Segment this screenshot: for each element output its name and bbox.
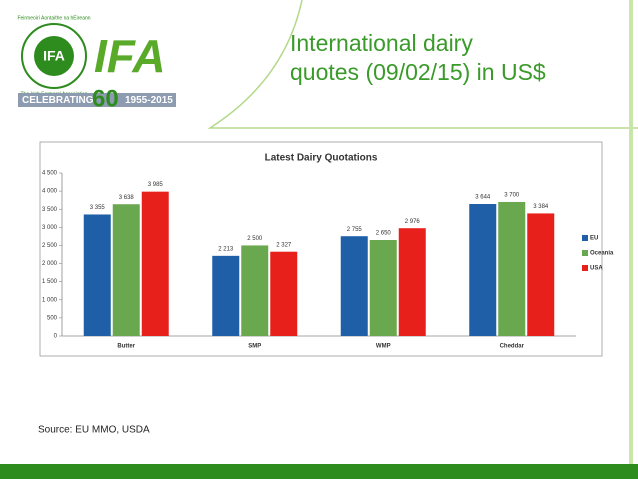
x-tick-label: Cheddar	[500, 344, 525, 350]
value-label: 2 650	[376, 231, 392, 237]
logo-emblem	[34, 36, 74, 76]
bar	[241, 245, 269, 336]
slide-title-line: quotes (09/02/15) in US$	[290, 59, 546, 85]
x-tick-label: Butter	[117, 344, 135, 350]
value-label: 3 355	[90, 205, 106, 211]
bar	[369, 240, 397, 336]
value-label: 2 500	[247, 236, 263, 242]
logo-anniversary: 60	[92, 85, 119, 112]
value-label: 3 644	[475, 195, 491, 201]
y-tick-label: 3 000	[42, 225, 58, 231]
bar	[141, 191, 169, 336]
y-tick-label: 1 500	[42, 279, 58, 285]
legend-swatch	[582, 235, 588, 241]
value-label: 2 755	[347, 227, 363, 233]
legend-label: USA	[590, 266, 603, 272]
decor-curve	[207, 0, 638, 129]
value-label: 3 985	[148, 182, 164, 188]
logo-band	[18, 93, 176, 107]
bar	[270, 251, 298, 336]
y-tick-label: 4 000	[42, 189, 58, 195]
slide-title-line: International dairy	[290, 30, 473, 56]
x-tick-label: WMP	[376, 344, 391, 350]
bar	[398, 228, 426, 336]
bar	[212, 255, 240, 336]
legend-label: Oceania	[590, 251, 614, 257]
logo-years: 1955-2015	[125, 95, 173, 106]
logo: IFA Feirmeoirí Aontaithe na hÉireann The…	[17, 14, 176, 112]
x-tick-label: SMP	[248, 344, 261, 350]
value-label: 3 638	[119, 195, 135, 201]
y-tick-label: 2 000	[42, 261, 58, 267]
legend-swatch	[582, 265, 588, 271]
y-tick-label: 500	[47, 315, 58, 321]
bar	[112, 204, 140, 336]
value-label: 3 700	[504, 193, 520, 199]
y-tick-label: 0	[54, 334, 58, 340]
logo-celebrating: CELEBRATING	[22, 95, 94, 106]
legend-swatch	[582, 250, 588, 256]
logo-irish-name: Feirmeoirí Aontaithe na hÉireann	[17, 14, 90, 21]
bar	[83, 214, 111, 336]
bar	[340, 236, 368, 336]
chart-title: Latest Dairy Quotations	[265, 153, 378, 164]
value-label: 2 976	[405, 219, 421, 225]
y-tick-label: 2 500	[42, 243, 58, 249]
bar	[527, 213, 555, 336]
legend-label: EU	[590, 236, 598, 242]
decor-strip	[629, 0, 633, 479]
value-label: 2 327	[276, 242, 292, 248]
value-label: 3 384	[533, 204, 549, 210]
logo-ring	[21, 23, 87, 89]
y-tick-label: 1 000	[42, 297, 58, 303]
footer-bar	[0, 464, 638, 479]
y-tick-label: 3 500	[42, 207, 58, 213]
y-tick-label: 4 500	[42, 171, 58, 177]
logo-initials: IFA	[43, 48, 65, 64]
logo-name: IFA	[94, 30, 166, 82]
bar	[469, 204, 497, 336]
source-note: Source: EU MMO, USDA	[38, 425, 150, 436]
value-label: 2 213	[218, 246, 234, 252]
bar	[498, 201, 526, 336]
